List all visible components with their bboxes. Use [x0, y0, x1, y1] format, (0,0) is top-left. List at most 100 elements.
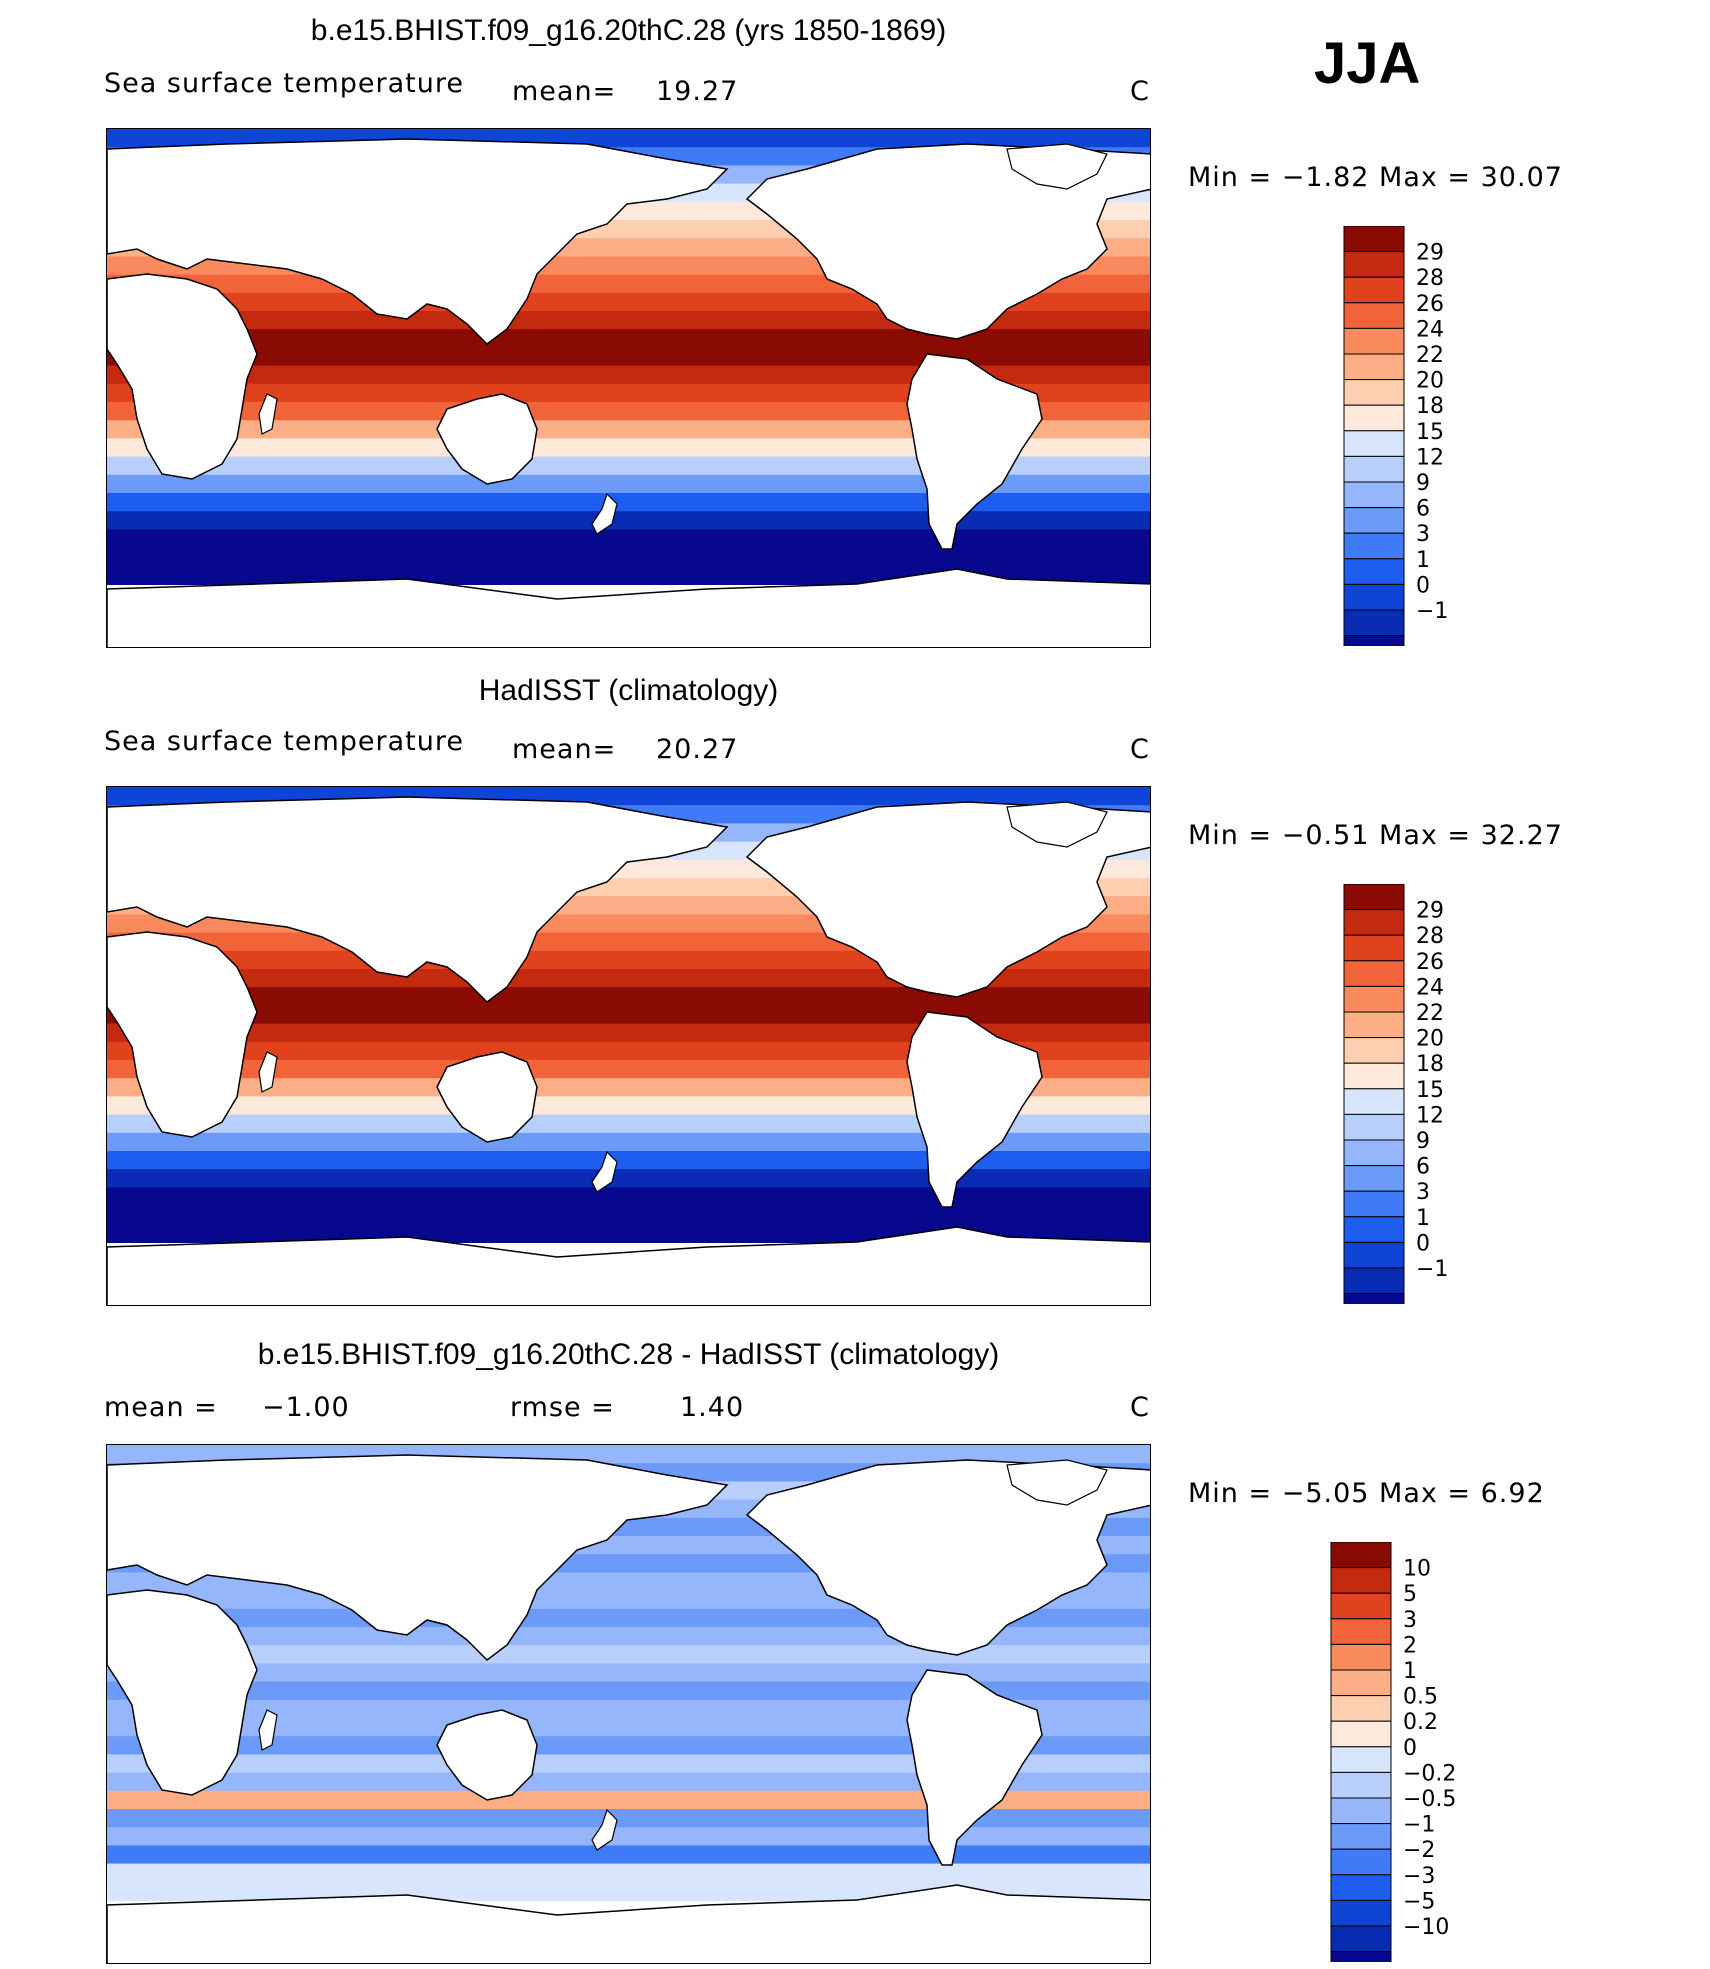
colorbar-label: 0: [1416, 573, 1430, 598]
colorbar-label: 10: [1403, 1557, 1431, 1582]
sst-band: [107, 1772, 1150, 1792]
sst-band: [107, 1845, 1150, 1865]
sst-band: [107, 1187, 1150, 1207]
colorbar-label: 1: [1403, 1659, 1417, 1684]
colorbar-label: 18: [1416, 1052, 1444, 1077]
colorbar-label: 29: [1416, 899, 1444, 924]
colorbar-label: 15: [1416, 420, 1444, 445]
panel-3-colorbar-boxes: [1330, 1542, 1392, 1962]
colorbar-label: 20: [1416, 369, 1444, 394]
colorbar-label: 15: [1416, 1078, 1444, 1103]
colorbar-box: [1343, 1267, 1405, 1295]
sst-band: [107, 1132, 1150, 1152]
colorbar-label: −2: [1403, 1838, 1435, 1863]
colorbar-box: [1343, 1241, 1405, 1269]
colorbar-label: −1: [1416, 1257, 1448, 1282]
panel-1-map: [106, 128, 1151, 648]
colorbar-label: −0.2: [1403, 1761, 1456, 1786]
colorbar-label: 12: [1416, 1103, 1444, 1128]
colorbar-box: [1343, 909, 1405, 936]
sst-band: [107, 420, 1150, 440]
panel-3-units: C: [1130, 1392, 1150, 1423]
panel-3-map-svg: [107, 1445, 1150, 1963]
colorbar-box: [1330, 1925, 1392, 1953]
sst-band: [107, 1809, 1150, 1829]
colorbar-label: −0.5: [1403, 1787, 1456, 1812]
sst-band: [107, 1114, 1150, 1134]
panel-1-mean-value: 19.27: [656, 76, 739, 107]
colorbar-label: 26: [1416, 950, 1444, 975]
sst-band: [107, 402, 1150, 422]
colorbar-label: 0.5: [1403, 1685, 1438, 1710]
colorbar-box: [1330, 1695, 1392, 1722]
colorbar-box: [1343, 1190, 1405, 1218]
colorbar-label: −1: [1416, 599, 1448, 624]
colorbar-label: 6: [1416, 497, 1430, 522]
colorbar-label: 3: [1403, 1608, 1417, 1633]
colorbar-box: [1343, 609, 1405, 637]
sst-band: [107, 1060, 1150, 1080]
sst-band: [107, 347, 1150, 367]
colorbar-box: [1343, 532, 1405, 560]
colorbar-box: [1330, 1542, 1392, 1569]
colorbar-label: 1: [1416, 548, 1430, 573]
colorbar-box: [1343, 1139, 1405, 1167]
colorbar-box: [1343, 455, 1405, 483]
colorbar-label: 29: [1416, 241, 1444, 266]
colorbar-label: 28: [1416, 924, 1444, 949]
panel-3-map: [106, 1444, 1151, 1964]
colorbar-box: [1343, 251, 1405, 278]
sst-band: [107, 1718, 1150, 1738]
panel-2-map-svg: [107, 787, 1150, 1305]
sst-band: [107, 1005, 1150, 1025]
sst-band: [107, 1023, 1150, 1043]
colorbar-label: 28: [1416, 266, 1444, 291]
sst-band: [107, 1663, 1150, 1683]
panel-1-title: b.e15.BHIST.f09_g16.20thC.28 (yrs 1850-1…: [310, 14, 947, 47]
sst-band: [107, 1205, 1150, 1225]
colorbar-box: [1330, 1720, 1392, 1748]
colorbar-box: [1330, 1951, 1392, 1962]
colorbar-box: [1343, 481, 1405, 509]
panel-1-minmax: Min = −1.82 Max = 30.07: [1188, 162, 1563, 193]
colorbar-label: 0: [1403, 1736, 1417, 1761]
colorbar-box: [1330, 1874, 1392, 1901]
colorbar-box: [1343, 507, 1405, 534]
colorbar-box: [1343, 960, 1405, 987]
colorbar-box: [1343, 1037, 1405, 1064]
colorbar-box: [1343, 404, 1405, 432]
colorbar-box: [1343, 1011, 1405, 1039]
sst-band: [107, 1790, 1150, 1810]
colorbar-box: [1330, 1899, 1392, 1927]
colorbar-label: 26: [1416, 292, 1444, 317]
sst-band: [107, 1078, 1150, 1098]
panel-1-map-svg: [107, 129, 1150, 647]
colorbar-box: [1330, 1823, 1392, 1850]
colorbar-label: 20: [1416, 1027, 1444, 1052]
sst-band: [107, 1151, 1150, 1171]
colorbar-box: [1330, 1797, 1392, 1825]
sst-band: [107, 1169, 1150, 1189]
colorbar-box: [1343, 583, 1405, 611]
colorbar-box: [1343, 934, 1405, 962]
panel-2-mean-value: 20.27: [656, 734, 739, 765]
panel-2-mean-label: mean=: [512, 734, 617, 765]
colorbar-label: 24: [1416, 317, 1444, 342]
sst-band: [107, 1863, 1150, 1883]
panel-2-title: HadISST (climatology): [478, 674, 779, 707]
colorbar-label: 18: [1416, 394, 1444, 419]
colorbar-label: −10: [1403, 1915, 1449, 1940]
panel-1-mean-label: mean=: [512, 76, 617, 107]
sst-band: [107, 1827, 1150, 1847]
colorbar-box: [1343, 1165, 1405, 1192]
panel-1-variable: Sea surface temperature: [104, 68, 464, 99]
sst-band: [107, 1096, 1150, 1116]
panel-2-units: C: [1130, 734, 1150, 765]
colorbar-box: [1343, 1113, 1405, 1141]
colorbar-box: [1343, 1293, 1405, 1304]
colorbar-box: [1343, 327, 1405, 355]
